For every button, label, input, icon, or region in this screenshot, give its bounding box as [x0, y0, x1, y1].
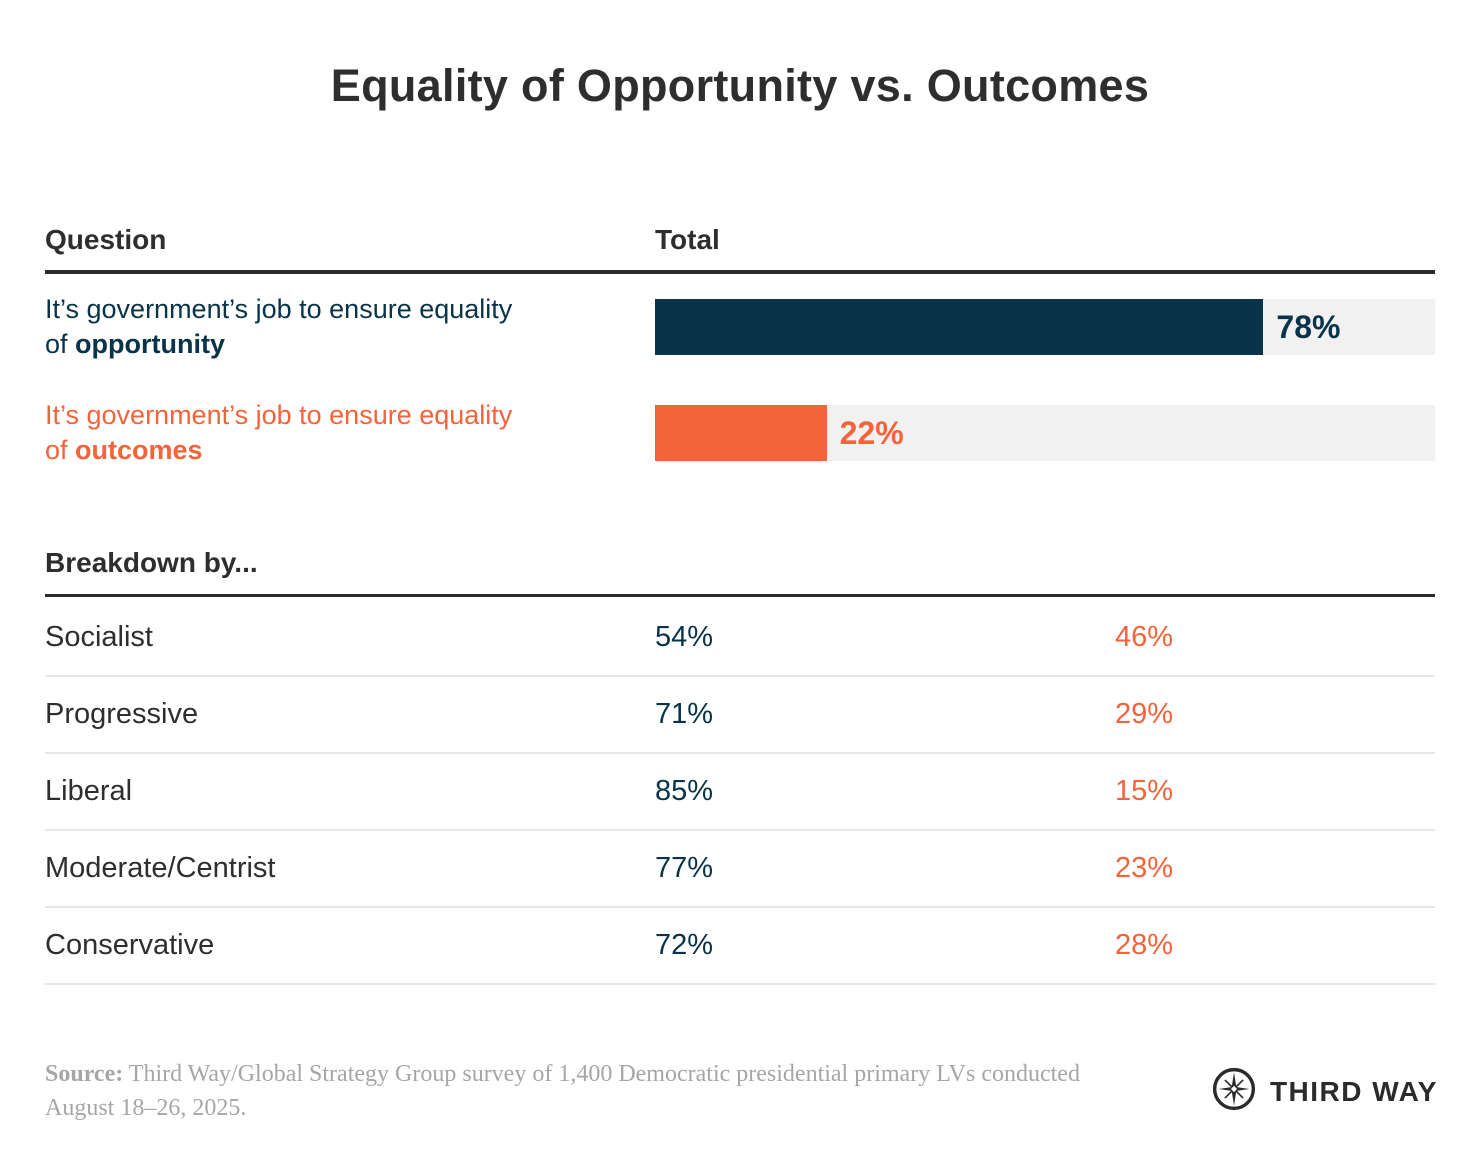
- chart-column-headers: Question Total: [45, 224, 1435, 274]
- bar-label-outcomes: It’s government’s job to ensure equality…: [45, 398, 655, 467]
- table-row: Progressive 71% 29%: [45, 677, 1435, 754]
- bar-label-keyword: outcomes: [75, 435, 203, 465]
- outcomes-value: 23%: [1115, 852, 1174, 884]
- bar-track-opportunity: 78%: [655, 299, 1435, 355]
- bar-row-opportunity: It’s government’s job to ensure equality…: [45, 294, 1435, 359]
- opportunity-value: 85%: [655, 775, 714, 807]
- source-text: Third Way/Global Strategy Group survey o…: [45, 1061, 1080, 1121]
- bar-track-outcomes: 22%: [655, 405, 1435, 461]
- table-row: Moderate/Centrist 77% 23%: [45, 831, 1435, 908]
- category-label: Conservative: [45, 929, 215, 961]
- opportunity-value: 72%: [655, 929, 714, 961]
- bar-label-line1: It’s government’s job to ensure equality: [45, 400, 513, 431]
- column-header-question: Question: [45, 224, 167, 255]
- source-note: Source: Third Way/Global Strategy Group …: [45, 1058, 1140, 1125]
- bar-fill-outcomes: [655, 405, 827, 461]
- column-header-total: Total: [655, 224, 720, 255]
- opportunity-value: 77%: [655, 852, 714, 884]
- outcomes-value: 46%: [1115, 621, 1174, 653]
- compass-star-icon: [1211, 1066, 1257, 1117]
- bar-label-line2-prefix: of: [45, 435, 76, 465]
- table-row: Liberal 85% 15%: [45, 754, 1435, 831]
- bar-label-keyword: opportunity: [75, 329, 225, 359]
- outcomes-value: 28%: [1115, 929, 1174, 961]
- breakdown-table: Socialist 54% 46% Progressive 71% 29% Li…: [45, 600, 1435, 985]
- category-label: Liberal: [45, 775, 133, 807]
- category-label: Socialist: [45, 621, 153, 653]
- opportunity-value: 54%: [655, 621, 714, 653]
- logo-wordmark: THIRD WAY: [1269, 1075, 1438, 1107]
- bar-label-line1: It’s government’s job to ensure equality: [45, 294, 513, 325]
- source-label: Source:: [45, 1061, 124, 1087]
- footer: Source: Third Way/Global Strategy Group …: [45, 1058, 1438, 1125]
- bar-label-line2-prefix: of: [45, 329, 76, 359]
- opportunity-value: 71%: [655, 698, 714, 730]
- bar-value-outcomes: 22%: [839, 414, 904, 451]
- category-label: Moderate/Centrist: [45, 852, 276, 884]
- category-label: Progressive: [45, 698, 199, 730]
- table-row: Conservative 72% 28%: [45, 908, 1435, 985]
- table-row: Socialist 54% 46%: [45, 600, 1435, 677]
- bar-value-opportunity: 78%: [1276, 308, 1341, 345]
- outcomes-value: 15%: [1115, 775, 1174, 807]
- third-way-logo: THIRD WAY: [1211, 1066, 1438, 1117]
- bar-label-opportunity: It’s government’s job to ensure equality…: [45, 292, 655, 361]
- bar-row-outcomes: It’s government’s job to ensure equality…: [45, 400, 1435, 465]
- breakdown-section-header: Breakdown by...: [45, 547, 1435, 597]
- bar-fill-opportunity: [655, 299, 1264, 355]
- outcomes-value: 29%: [1115, 698, 1174, 730]
- page-title: Equality of Opportunity vs. Outcomes: [330, 60, 1150, 111]
